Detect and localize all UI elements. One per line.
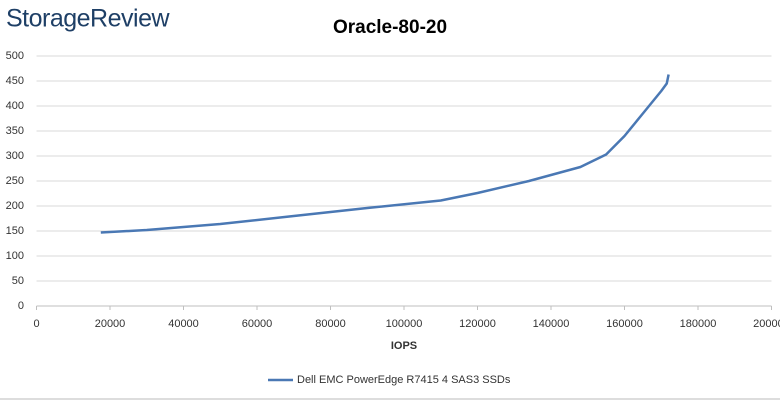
y-tick-label: 450 xyxy=(6,75,24,87)
x-tick-label: 120000 xyxy=(459,318,496,330)
x-tick-label: 0 xyxy=(33,318,39,330)
x-tick-label: 200000 xyxy=(753,318,780,330)
x-tick-label: 60000 xyxy=(242,318,273,330)
x-tick-label: 180000 xyxy=(680,318,717,330)
x-tick-label: 100000 xyxy=(386,318,423,330)
x-tick-label: 80000 xyxy=(315,318,346,330)
x-tick-label: 20000 xyxy=(95,318,126,330)
y-tick-label: 200 xyxy=(6,200,24,212)
y-tick-label: 250 xyxy=(6,175,24,187)
y-tick-label: 100 xyxy=(6,250,24,262)
y-tick-label: 500 xyxy=(6,50,24,62)
x-tick-label: 160000 xyxy=(606,318,643,330)
chart-title: Oracle-80-20 xyxy=(333,17,447,38)
x-tick-label: 40000 xyxy=(168,318,199,330)
y-tick-label: 300 xyxy=(6,150,24,162)
y-tick-label: 150 xyxy=(6,225,24,237)
x-axis-label: IOPS xyxy=(391,340,417,352)
logo: StorageReview xyxy=(6,5,170,33)
y-tick-label: 400 xyxy=(6,100,24,112)
y-tick-label: 350 xyxy=(6,125,24,137)
y-tick-label: 0 xyxy=(18,300,24,312)
line-series xyxy=(100,74,670,234)
x-tick-label: 140000 xyxy=(533,318,570,330)
y-tick-label: 50 xyxy=(12,275,24,287)
legend-label: Dell EMC PowerEdge R7415 4 SAS3 SSDs xyxy=(297,374,511,386)
